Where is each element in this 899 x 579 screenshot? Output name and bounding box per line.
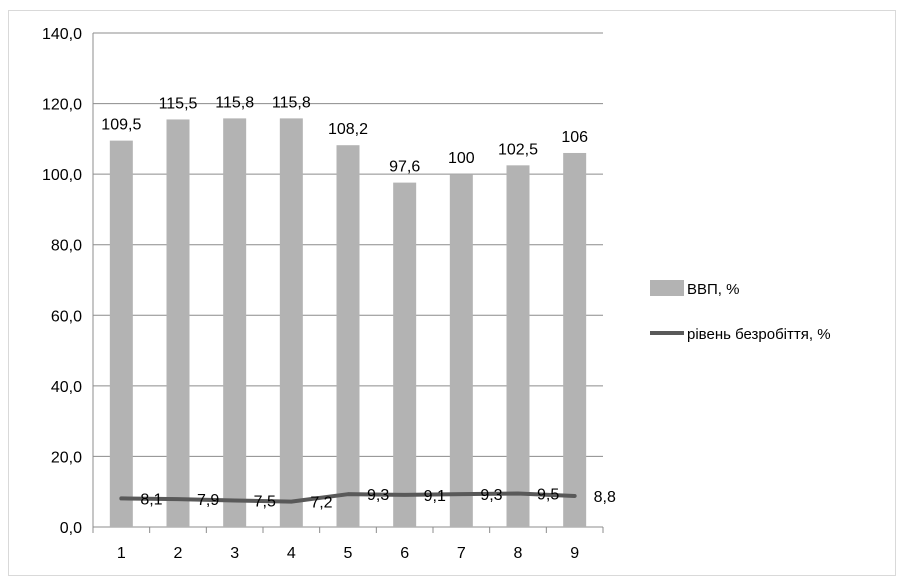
y-tick-label: 60,0 (51, 308, 82, 325)
bar (223, 118, 247, 528)
bar (336, 145, 360, 528)
bar-data-label: 108,2 (328, 121, 368, 138)
x-tick-label: 9 (570, 545, 579, 562)
line-data-label: 9,3 (480, 487, 502, 504)
bar (449, 174, 473, 527)
y-tick-label: 140,0 (42, 26, 82, 43)
y-tick-label: 80,0 (51, 238, 82, 255)
unemployment-line (119, 491, 577, 504)
line-data-label: 7,2 (310, 495, 332, 512)
y-tick-label: 20,0 (51, 449, 82, 466)
line-data-label: 8,8 (594, 489, 616, 506)
line-data-label: 7,9 (197, 492, 219, 509)
bar (393, 182, 417, 527)
x-tick-label: 7 (457, 545, 466, 562)
bar-data-label: 100 (448, 150, 475, 167)
line-data-label: 9,3 (367, 487, 389, 504)
y-tick-label: 0,0 (60, 520, 82, 537)
x-tick-label: 6 (400, 545, 409, 562)
bar (563, 152, 587, 527)
line-data-label: 9,5 (537, 486, 559, 503)
legend-swatch-gdp (650, 280, 684, 296)
bar-data-label: 115,8 (215, 94, 254, 111)
bar (279, 118, 303, 528)
line-data-label: 8,1 (140, 491, 162, 508)
bar-data-label: 97,6 (389, 159, 420, 176)
x-tick-label: 1 (117, 545, 126, 562)
bar-data-label: 106 (561, 129, 588, 146)
x-tick-label: 4 (287, 545, 296, 562)
chart-frame (8, 10, 896, 576)
bar-data-label: 109,5 (101, 117, 141, 134)
x-tick-label: 2 (174, 545, 183, 562)
y-tick-label: 100,0 (42, 167, 82, 184)
legend-label-unemployment: рівень безробіття, % (687, 326, 831, 343)
y-tick-label: 120,0 (42, 97, 82, 114)
bar-data-label: 115,5 (159, 95, 198, 112)
legend-label-gdp: ВВП, % (687, 281, 739, 298)
line-data-label: 7,5 (254, 494, 276, 511)
line-data-label: 9,1 (424, 488, 446, 505)
y-tick-label: 40,0 (51, 379, 82, 396)
x-tick-label: 3 (230, 545, 239, 562)
bar (166, 119, 190, 527)
bar-data-label: 115,8 (272, 94, 311, 111)
x-tick-label: 5 (344, 545, 353, 562)
x-tick-label: 8 (514, 545, 523, 562)
bar (109, 140, 133, 527)
bar-data-label: 102,5 (498, 141, 538, 158)
bar (506, 165, 530, 528)
